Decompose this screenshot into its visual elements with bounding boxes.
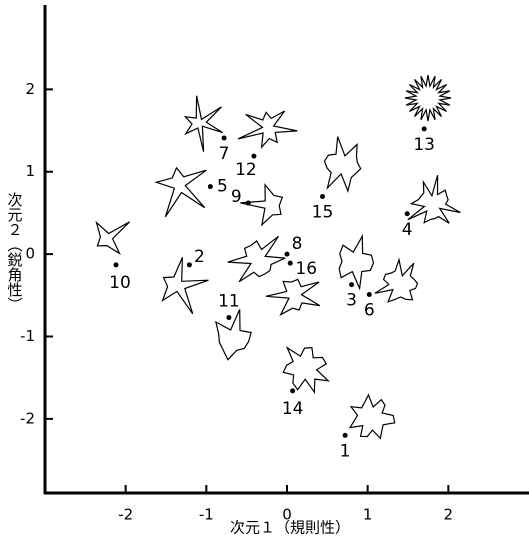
point [222, 135, 227, 140]
stimulus-shape [228, 236, 285, 281]
point [349, 282, 354, 287]
x-tick-label: 0 [282, 506, 292, 524]
point [246, 201, 251, 206]
point-label: 13 [413, 135, 435, 155]
point-label: 14 [282, 399, 304, 419]
y-tick-label: 0 [25, 245, 35, 263]
stimulus-shape [283, 348, 328, 393]
point-label: 4 [402, 220, 413, 240]
x-tick-label: 2 [444, 506, 454, 524]
stimulus-shape [216, 309, 251, 359]
stimulus-shape [97, 222, 130, 254]
point-label: 10 [109, 273, 131, 293]
stimulus-shape [238, 111, 297, 147]
y-tick-label: -1 [20, 327, 35, 345]
stimulus-shape [375, 260, 418, 302]
stimulus-shape [339, 236, 373, 288]
point [422, 126, 427, 131]
point [208, 184, 213, 189]
x-tick-label: 1 [363, 506, 373, 524]
y-tick-label: 1 [25, 162, 35, 180]
x-tick-label: -1 [199, 506, 214, 524]
point-label: 12 [235, 160, 257, 180]
point [251, 154, 256, 159]
stimulus-shape [325, 137, 361, 191]
stimulus-shape [266, 279, 320, 314]
point [320, 194, 325, 199]
point [290, 388, 295, 393]
y-tick-label: -2 [20, 409, 35, 427]
point [405, 211, 410, 216]
point-label: 8 [292, 234, 303, 254]
point-label: 16 [295, 259, 317, 279]
point [343, 433, 348, 438]
point [288, 261, 293, 266]
point-label: 7 [219, 144, 230, 164]
y-tick-label: 2 [25, 80, 35, 98]
stimulus-shape [405, 75, 451, 121]
point [285, 252, 290, 257]
stimulus-shape [408, 175, 461, 223]
point-label: 15 [312, 202, 334, 222]
point [226, 315, 231, 320]
point-label: 11 [218, 292, 240, 312]
point-label: 6 [364, 300, 375, 320]
point-label: 9 [231, 187, 242, 207]
stimulus-shape [156, 168, 206, 217]
point [187, 262, 192, 267]
point-label: 1 [340, 441, 351, 461]
point-label: 2 [194, 247, 205, 267]
point [113, 262, 118, 267]
x-tick-label: -2 [118, 506, 133, 524]
point [367, 292, 372, 297]
chart: 次元１（規則性） 次元２（鋭角性） -2-1012-2-101212345678… [0, 0, 529, 547]
stimulus-shape [350, 395, 395, 438]
y-axis-label: 次元２（鋭角性） [6, 192, 24, 312]
point-label: 3 [346, 291, 357, 311]
stimulus-shape [185, 96, 222, 152]
point-label: 5 [217, 177, 228, 197]
